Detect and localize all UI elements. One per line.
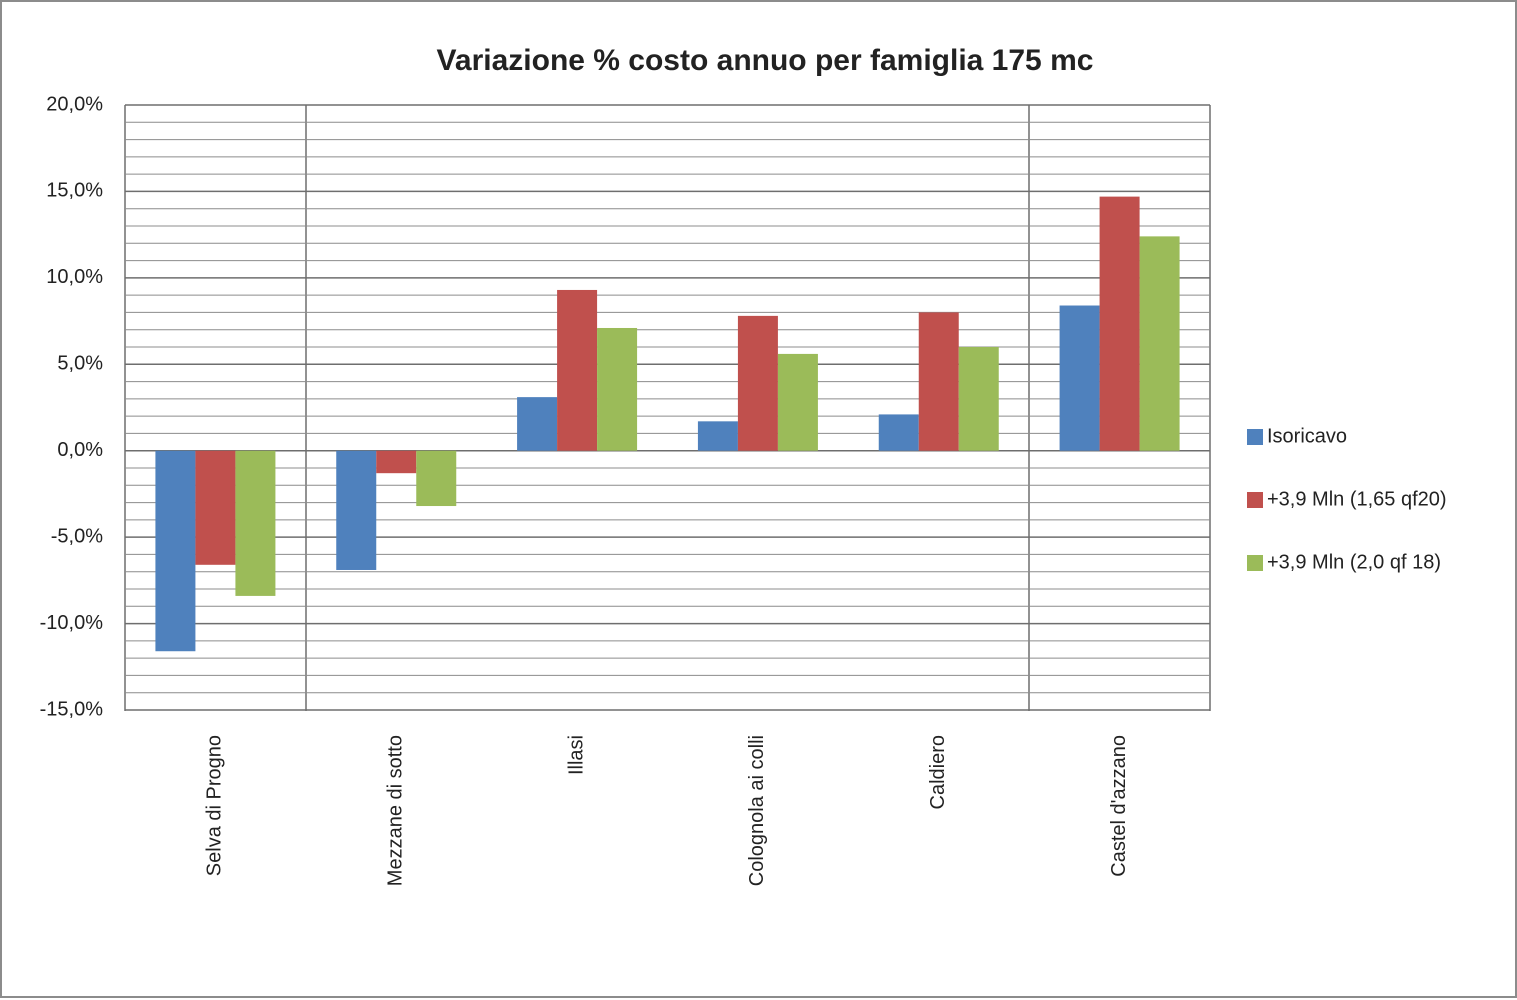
legend-swatch: [1247, 555, 1263, 571]
bar: [918, 312, 959, 451]
y-tick-label: -10,0%: [40, 612, 104, 634]
bar: [517, 397, 558, 451]
x-tick-label: Colognola ai colli: [746, 735, 768, 886]
y-tick-label: 10,0%: [46, 266, 103, 288]
bar: [1059, 305, 1100, 451]
bar: [777, 353, 818, 451]
x-tick-label: Caldiero: [927, 735, 949, 809]
bar: [697, 421, 738, 451]
bar: [376, 450, 417, 474]
bar: [737, 315, 778, 451]
x-tick-label: Illasi: [565, 735, 587, 775]
legend-swatch: [1247, 492, 1263, 508]
y-tick-label: 5,0%: [57, 353, 103, 375]
bar: [155, 450, 196, 652]
legend-label: +3,9 Mln (1,65 qf20): [1267, 488, 1447, 510]
bar: [958, 347, 999, 451]
legend-label: +3,9 Mln (2,0 qf 18): [1267, 551, 1441, 573]
bar: [557, 289, 598, 451]
legend-swatch: [1247, 429, 1263, 445]
bar: [597, 327, 638, 451]
bar: [416, 450, 457, 507]
y-tick-label: 20,0%: [46, 93, 103, 115]
y-tick-label: 15,0%: [46, 180, 103, 202]
bar: [1139, 236, 1180, 451]
legend-label: Isoricavo: [1267, 425, 1347, 447]
bar: [235, 450, 276, 596]
y-tick-label: -15,0%: [40, 698, 104, 720]
chart-title: Variazione % costo annuo per famiglia 17…: [437, 44, 1094, 77]
x-tick-label: Castel d'azzano: [1108, 735, 1130, 877]
bar: [878, 414, 919, 451]
bar: [1099, 196, 1140, 451]
bar: [336, 450, 377, 570]
y-tick-label: 0,0%: [57, 439, 103, 461]
bar: [195, 450, 236, 565]
x-tick-label: Selva di Progno: [204, 735, 226, 876]
x-tick-label: Mezzane di sotto: [385, 735, 407, 886]
y-tick-label: -5,0%: [51, 525, 103, 547]
